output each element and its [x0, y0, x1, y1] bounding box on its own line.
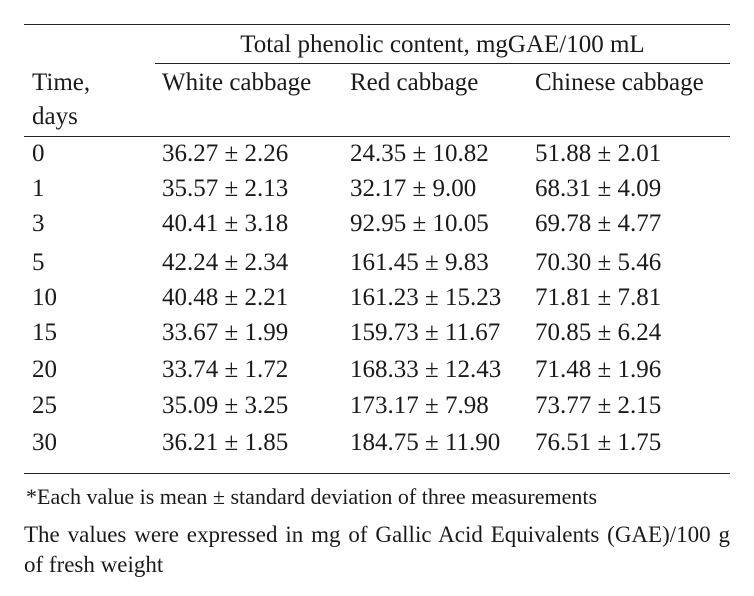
red-cabbage-cell: 32.17 ± 9.00: [350, 175, 477, 202]
white-cabbage-cell: 40.41 ± 3.18: [162, 210, 289, 237]
header-bottom-rule: [24, 136, 730, 137]
footnote-units: The values were expressed in mg of Galli…: [24, 522, 730, 577]
red-cabbage-cell: 24.35 ± 10.82: [350, 140, 489, 167]
table-top-rule: [24, 24, 730, 25]
red-cabbage-cell: 173.17 ± 7.98: [350, 392, 489, 419]
time-cell: 5: [32, 249, 45, 276]
time-cell: 0: [32, 140, 45, 167]
red-cabbage-cell: 168.33 ± 12.43: [350, 356, 502, 383]
red-cabbage-cell: 184.75 ± 11.90: [350, 429, 501, 456]
red-cabbage-cell: 161.23 ± 15.23: [350, 284, 502, 311]
time-cell: 10: [32, 284, 57, 311]
chinese-cabbage-cell: 51.88 ± 2.01: [535, 140, 662, 167]
chinese-cabbage-cell: 73.77 ± 2.15: [535, 392, 662, 419]
red-cabbage-cell: 161.45 ± 9.83: [350, 249, 489, 276]
header-sub-rule: [155, 63, 730, 64]
white-cabbage-cell: 36.27 ± 2.26: [162, 140, 289, 167]
time-cell: 25: [32, 392, 57, 419]
table-bottom-rule: [24, 473, 730, 474]
red-cabbage-cell: 159.73 ± 11.67: [350, 319, 501, 346]
white-cabbage-cell: 33.74 ± 1.72: [162, 356, 289, 383]
time-header-line2: days: [32, 103, 78, 130]
chinese-cabbage-cell: 68.31 ± 4.09: [535, 175, 662, 202]
time-cell: 1: [32, 175, 45, 202]
white-cabbage-header: White cabbage: [162, 69, 312, 96]
white-cabbage-cell: 35.09 ± 3.25: [162, 392, 289, 419]
chinese-cabbage-cell: 70.30 ± 5.46: [535, 249, 662, 276]
time-cell: 20: [32, 356, 57, 383]
chinese-cabbage-cell: 71.81 ± 7.81: [535, 284, 662, 311]
time-cell: 15: [32, 319, 57, 346]
red-cabbage-cell: 92.95 ± 10.05: [350, 210, 489, 237]
spanning-header: Total phenolic content, mgGAE/100 mL: [240, 31, 645, 58]
white-cabbage-cell: 35.57 ± 2.13: [162, 175, 289, 202]
time-header-line1: Time,: [32, 69, 91, 96]
chinese-cabbage-cell: 71.48 ± 1.96: [535, 356, 662, 383]
white-cabbage-cell: 42.24 ± 2.34: [162, 249, 289, 276]
red-cabbage-header: Red cabbage: [350, 69, 479, 96]
white-cabbage-cell: 33.67 ± 1.99: [162, 319, 289, 346]
time-cell: 3: [32, 210, 45, 237]
white-cabbage-cell: 40.48 ± 2.21: [162, 284, 289, 311]
chinese-cabbage-header: Chinese cabbage: [535, 69, 704, 96]
chinese-cabbage-cell: 69.78 ± 4.77: [535, 210, 662, 237]
white-cabbage-cell: 36.21 ± 1.85: [162, 429, 289, 456]
time-cell: 30: [32, 429, 57, 456]
chinese-cabbage-cell: 70.85 ± 6.24: [535, 319, 662, 346]
chinese-cabbage-cell: 76.51 ± 1.75: [535, 429, 662, 456]
footnote-mean-sd: *Each value is mean ± standard deviation…: [26, 484, 598, 509]
